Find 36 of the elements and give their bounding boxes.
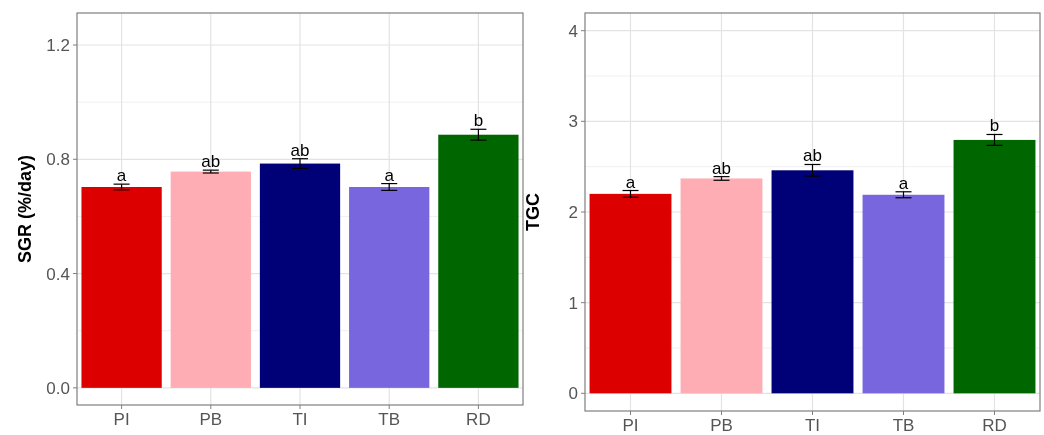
y-axis-title: SGR (%/day) (15, 154, 35, 264)
bar (589, 193, 672, 394)
bar (953, 139, 1036, 394)
annotation: b (473, 111, 484, 131)
y-tick-label: 0 (568, 384, 578, 404)
annotation: ab (803, 146, 822, 166)
y-tick-label: 0.4 (46, 264, 70, 284)
x-tick-label: RD (982, 416, 1007, 435)
y-tick-label: 1.2 (46, 35, 70, 55)
x-tick-label: PB (199, 410, 223, 429)
annotation: ab (201, 152, 221, 172)
x-tick-label: TB (378, 410, 401, 429)
bar (862, 194, 945, 394)
annotation: a (116, 166, 127, 186)
x-tick-label: TB (892, 416, 915, 435)
y-tick-label: 0.0 (46, 378, 70, 398)
annotation: ab (290, 140, 310, 160)
bar (680, 178, 763, 394)
annotation: a (898, 173, 909, 193)
y-tick-label: 0.8 (46, 150, 70, 170)
y-tick-label: 4 (568, 21, 578, 41)
annotation: ab (712, 158, 731, 178)
x-tick-label: TI (804, 416, 821, 435)
x-tick-label: PB (710, 416, 733, 435)
annotation: b (989, 116, 1000, 136)
y-tick-label: 2 (568, 202, 578, 222)
x-tick-label: PI (113, 410, 130, 429)
y-tick-label: 3 (568, 112, 578, 132)
x-tick-label: PI (622, 416, 639, 435)
bar (771, 170, 854, 394)
x-tick-label: TI (292, 410, 308, 429)
y-axis-title: TGC (523, 193, 543, 231)
y-tick-label: 1 (568, 293, 578, 313)
x-tick-label: RD (466, 410, 491, 429)
annotation: a (625, 172, 636, 192)
annotation: a (384, 165, 395, 185)
